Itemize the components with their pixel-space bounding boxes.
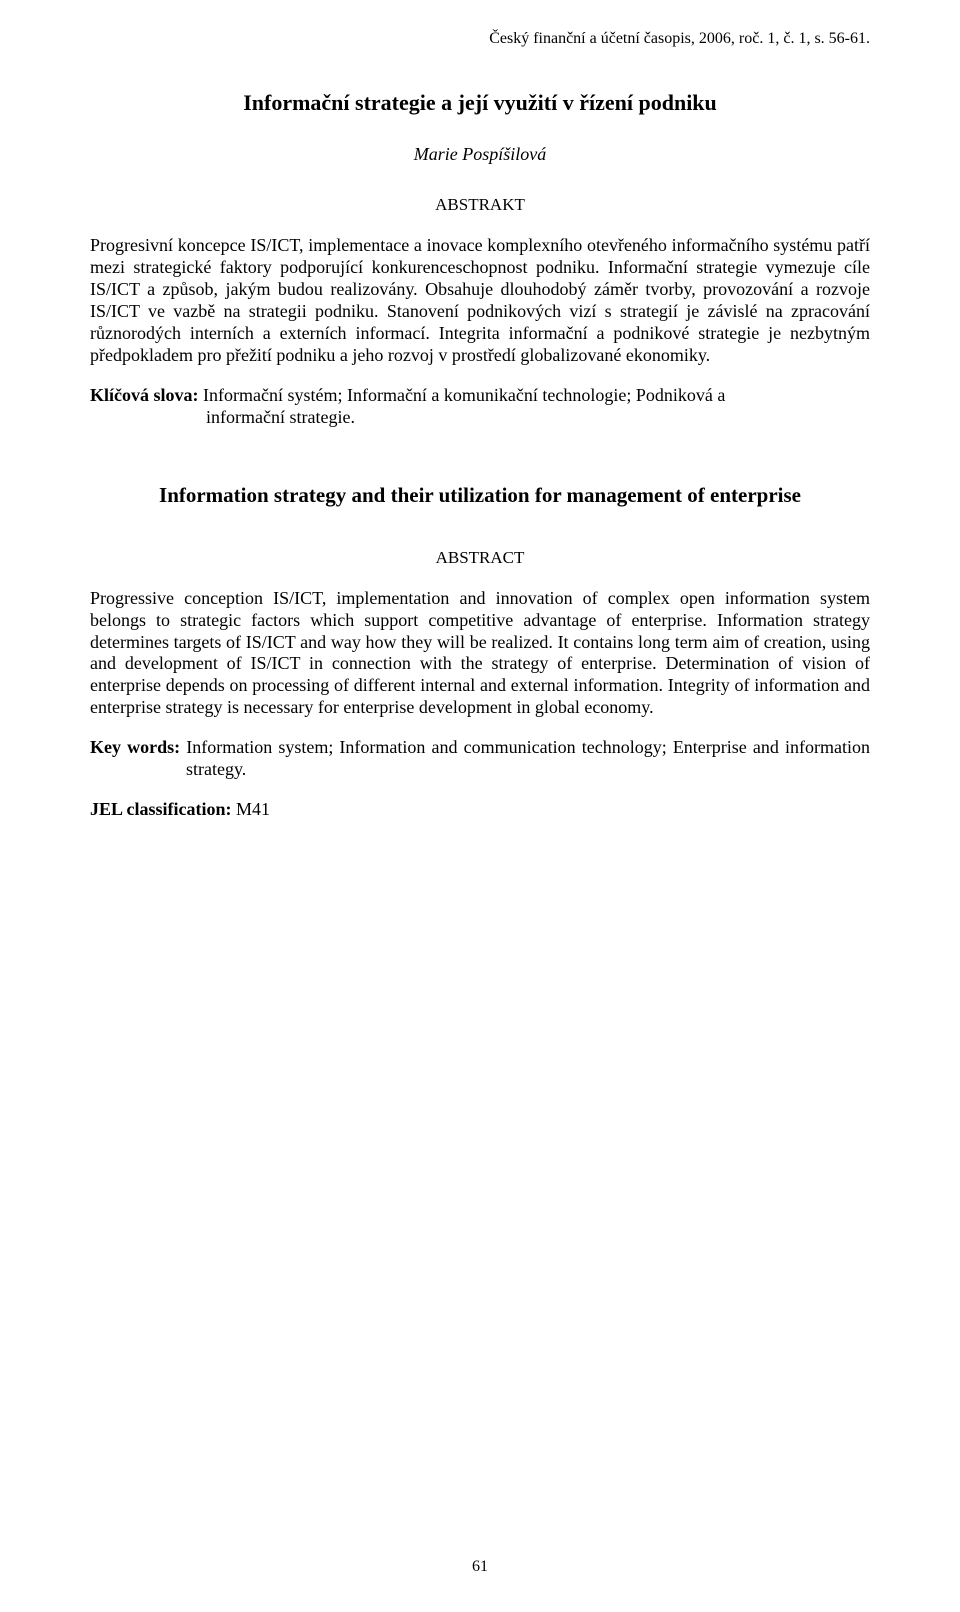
keywords-en-label: Key words: [90,737,180,757]
keywords-cz-line1: Informační systém; Informační a komunika… [203,385,725,405]
jel-label: JEL classification: [90,799,232,819]
abstract-en-text: Progressive conception IS/ICT, implement… [90,588,870,720]
page-number: 61 [0,1558,960,1576]
author-name: Marie Pospíšilová [90,144,870,165]
jel-value: M41 [232,799,271,819]
keywords-en: Key words: Information system; Informati… [90,737,870,781]
abstract-label-cz: ABSTRAKT [90,195,870,215]
keywords-cz-label: Klíčová slova: [90,385,203,405]
keywords-cz: Klíčová slova: Informační systém; Inform… [90,385,870,429]
title-cz: Informační strategie a její využití v ří… [90,90,870,116]
abstract-label-en: ABSTRACT [90,548,870,568]
abstract-cz-text: Progresivní koncepce IS/ICT, implementac… [90,235,870,367]
keywords-cz-line2: informační strategie. [90,407,870,429]
keywords-en-value: Information system; Information and comm… [180,737,870,779]
jel-classification: JEL classification: M41 [90,799,870,820]
paper-page: Český finanční a účetní časopis, 2006, r… [0,0,960,1612]
title-en: Information strategy and their utilizati… [90,483,870,508]
running-head: Český finanční a účetní časopis, 2006, r… [90,30,870,48]
